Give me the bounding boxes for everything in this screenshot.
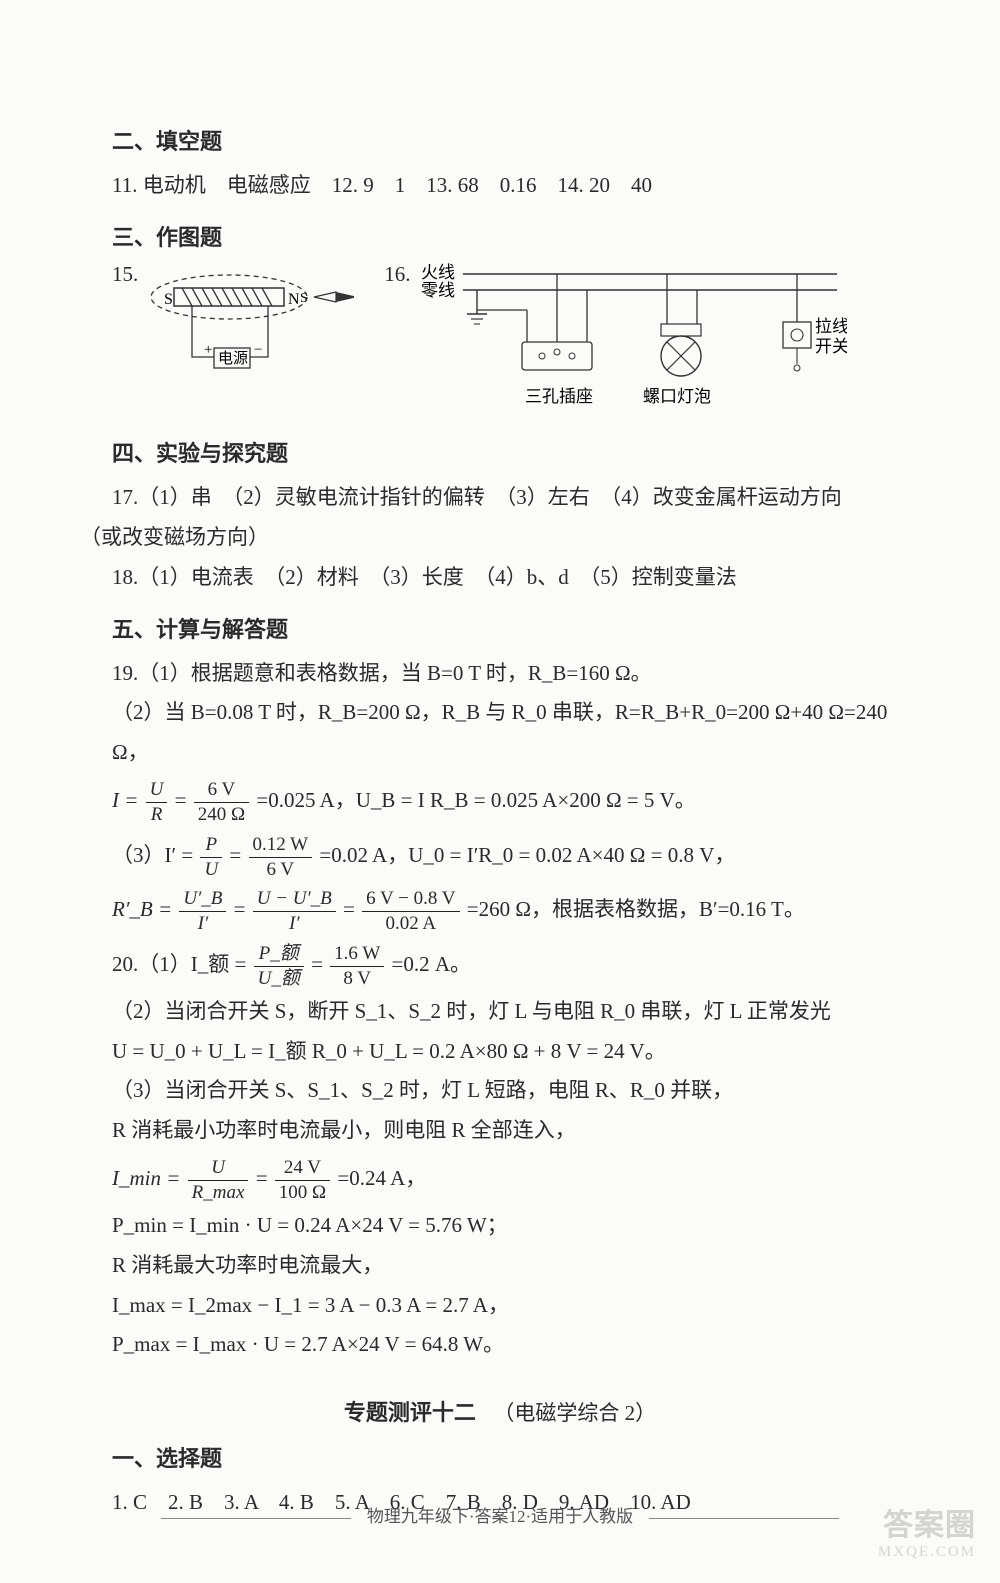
q19-3a-equation: （3）I′ = P U = 0.12 W 6 V =0.02 A，U_0 = I… xyxy=(112,828,920,883)
fraction: U R xyxy=(146,778,168,827)
q17-line: 17.（1）串 （2）灵敏电流计指针的偏转 （3）左右 （4）改变金属杆运动方向 xyxy=(112,478,920,518)
q15-number: 15. xyxy=(112,262,138,287)
q20-3a: （3）当闭合开关 S、S_1、S_2 时，灯 L 短路，电阻 R、R_0 并联， xyxy=(112,1071,920,1111)
fraction: U′_B I′ xyxy=(179,887,226,936)
household-circuit-diagram: 火线 零线 三孔插座 xyxy=(417,262,847,422)
section-2-title: 二、填空题 xyxy=(112,124,920,156)
fraction: 1.6 W 8 V xyxy=(330,942,384,991)
socket-label: 三孔插座 xyxy=(525,387,593,406)
answer-page: 二、填空题 11. 电动机 电磁感应 12. 9 1 13. 68 0.16 1… xyxy=(0,0,1000,1583)
q17-line-b: （或改变磁场方向） xyxy=(80,518,920,558)
q20-2a: （2）当闭合开关 S，断开 S_1、S_2 时，灯 L 与电阻 R_0 串联，灯… xyxy=(112,992,920,1032)
watermark-url: MXQE.COM xyxy=(878,1544,976,1561)
topic-12-heading: 专题测评十二 （电磁学综合 2） xyxy=(80,1395,920,1427)
q20-3b: R 消耗最小功率时电流最小，则电阻 R 全部连入， xyxy=(112,1111,920,1151)
n-pole-coil: N xyxy=(288,291,300,308)
switch-label-1: 拉线 xyxy=(815,317,847,336)
q18-line: 18.（1）电流表 （2）材料 （3）长度 （4）b、d （5）控制变量法 xyxy=(112,558,920,598)
psu-plus: + xyxy=(204,342,212,358)
q16-number: 16. xyxy=(384,262,410,287)
s-pole-left: S xyxy=(164,291,173,308)
diagram-16: 16. 火线 零线 xyxy=(384,262,846,422)
neutral-label: 零线 xyxy=(421,281,455,300)
section-5-title: 五、计算与解答题 xyxy=(112,612,920,644)
watermark-cn: 答案圈 xyxy=(883,1500,976,1544)
section-1b-title: 一、选择题 xyxy=(112,1441,920,1473)
fraction: P U xyxy=(200,833,222,882)
q19-I-equation: I = U R = 6 V 240 Ω =0.025 A，U_B = I R_B… xyxy=(112,773,920,828)
q19-2: （2）当 B=0.08 T 时，R_B=200 Ω，R_B 与 R_0 串联，R… xyxy=(112,693,920,773)
fraction: P_额 U_额 xyxy=(254,942,304,991)
bulb-label: 螺口灯泡 xyxy=(643,387,711,406)
section-4-title: 四、实验与探究题 xyxy=(112,436,920,468)
q19-1: 19.（1）根据题意和表格数据，当 B=0 T 时，R_B=160 Ω。 xyxy=(112,654,920,694)
psu-label: 电源 xyxy=(218,350,248,367)
solenoid-diagram: S N S N 电源 + − xyxy=(144,262,354,402)
topic-12-sub: （电磁学综合 2） xyxy=(493,1401,656,1425)
q19-3b-equation: R′_B = U′_B I′ = U − U′_B I′ = 6 V − 0.8… xyxy=(112,882,920,937)
fraction: 0.12 W 6 V xyxy=(249,833,313,882)
q11-line: 11. 电动机 电磁感应 12. 9 1 13. 68 0.16 14. 20 … xyxy=(112,166,920,206)
fraction: U − U′_B I′ xyxy=(253,887,336,936)
q20-3g: P_max = I_max · U = 2.7 A×24 V = 64.8 W。 xyxy=(112,1325,920,1365)
footer-text: 物理九年级下·答案12·适用于人教版 xyxy=(367,1507,633,1526)
switch-label-2: 开关 xyxy=(815,337,847,356)
section-3-title: 三、作图题 xyxy=(112,220,920,252)
psu-minus: − xyxy=(254,342,262,358)
eq-post: =0.025 A，U_B = I R_B = 0.025 A×200 Ω = 5… xyxy=(256,788,695,812)
q20-3d: P_min = I_min · U = 0.24 A×24 V = 5.76 W… xyxy=(112,1206,920,1246)
fraction: 6 V 240 Ω xyxy=(194,778,249,827)
q20-3f: I_max = I_2max − I_1 = 3 A − 0.3 A = 2.7… xyxy=(112,1286,920,1326)
fraction: 6 V − 0.8 V 0.02 A xyxy=(362,887,459,936)
q20-1-equation: 20.（1）I_额 = P_额 U_额 = 1.6 W 8 V =0.2 A。 xyxy=(112,937,920,992)
diagram-row: 15. S N S N xyxy=(112,262,920,422)
compass-s: S xyxy=(300,291,308,306)
live-label: 火线 xyxy=(421,263,455,282)
topic-12-title: 专题测评十二 xyxy=(344,1400,476,1425)
q20-3c-equation: I_min = U R_max = 24 V 100 Ω =0.24 A， xyxy=(112,1151,920,1206)
eq-pre: I = xyxy=(112,788,138,812)
watermark: 答案圈 MXQE.COM xyxy=(878,1500,976,1561)
diagram-15: 15. S N S N xyxy=(112,262,354,402)
q20-2b: U = U_0 + U_L = I_额 R_0 + U_L = 0.2 A×80… xyxy=(112,1032,920,1072)
fraction: U R_max xyxy=(188,1156,249,1205)
fraction: 24 V 100 Ω xyxy=(275,1156,330,1205)
q20-3e: R 消耗最大功率时电流最大， xyxy=(112,1246,920,1286)
page-footer: 物理九年级下·答案12·适用于人教版 xyxy=(80,1502,920,1527)
